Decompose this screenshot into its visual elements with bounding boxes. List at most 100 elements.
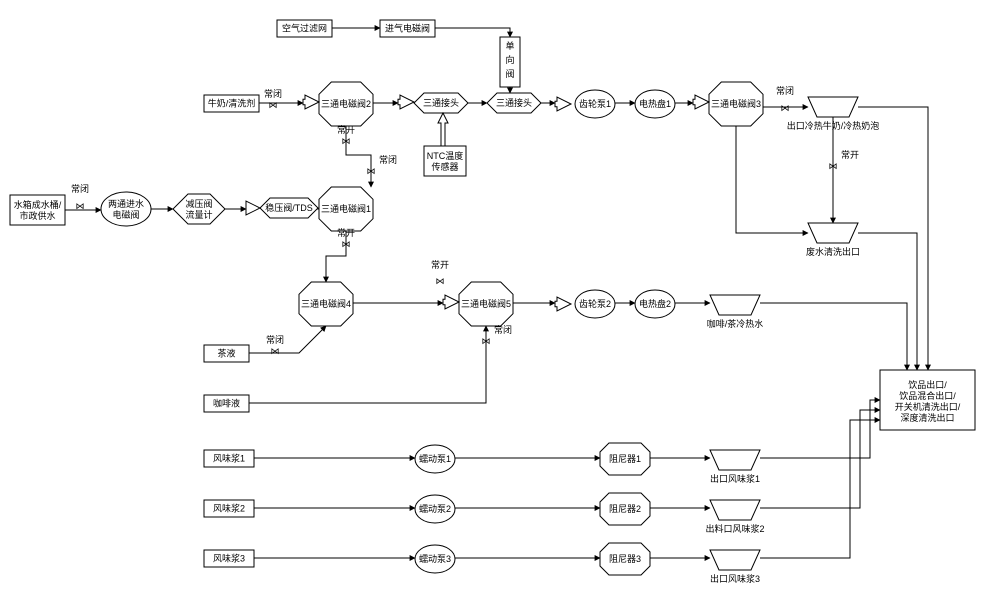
flow-edge [858, 233, 917, 370]
svg-text:两通进水: 两通进水 [108, 198, 144, 209]
arrow-connector [555, 297, 571, 311]
svg-text:流量计: 流量计 [185, 209, 212, 220]
svg-text:阻尼器3: 阻尼器3 [609, 554, 641, 564]
milk_src: 牛奶/清洗剂 [204, 95, 259, 112]
svg-text:常开: 常开 [337, 124, 355, 135]
arrow-connector [555, 97, 571, 111]
svg-text:电热盘1: 电热盘1 [639, 98, 671, 109]
dam1: 阻尼器1 [600, 443, 650, 475]
svg-text:齿轮泵1: 齿轮泵1 [579, 98, 611, 109]
valve-mark: ⋈ 常闭 [71, 183, 89, 211]
svg-text:减压阀: 减压阀 [185, 198, 212, 209]
svg-text:⋈: ⋈ [269, 100, 278, 110]
valve-mark: ⋈常闭 [264, 88, 282, 110]
arrow-connector [303, 95, 319, 109]
svg-text:⋈: ⋈ [829, 161, 838, 171]
tee2: 三通接头 [487, 93, 541, 113]
tea_src: 茶液 [204, 345, 249, 362]
dam2: 阻尼器2 [600, 493, 650, 525]
svg-text:电磁阀: 电磁阀 [112, 209, 139, 220]
sv2: 三通电磁阀2 [319, 82, 373, 126]
out_milk: 出口冷热牛奶/冷热奶泡 [787, 97, 880, 131]
reducer: 减压阀流量计 [173, 194, 225, 224]
valve-mark: ⋈ 常闭 [776, 85, 794, 113]
svg-text:⋈: ⋈ [342, 239, 351, 249]
heat2: 电热盘2 [635, 290, 675, 318]
svg-text:电热盘2: 电热盘2 [639, 298, 671, 309]
sv3: 三通电磁阀3 [709, 82, 763, 126]
svg-text:常闭: 常闭 [776, 85, 794, 96]
svg-text:深度清洗出口: 深度清洗出口 [900, 412, 954, 423]
ntc: NTC温度传感器 [424, 146, 466, 176]
svg-text:常开: 常开 [337, 227, 355, 238]
svg-text:废水清洗出口: 废水清洗出口 [806, 246, 860, 257]
check_valve: 单向阀 [500, 37, 520, 87]
arrow-connector [246, 201, 260, 215]
svg-text:阻尼器2: 阻尼器2 [609, 504, 641, 514]
svg-text:向: 向 [505, 54, 514, 65]
svg-text:牛奶/清洗剂: 牛奶/清洗剂 [208, 98, 256, 109]
svg-text:⋈: ⋈ [76, 201, 85, 211]
flv2: 风味浆2 [204, 500, 254, 517]
flow-edge [760, 400, 880, 458]
outf1: 出口风味浆1 [710, 450, 760, 484]
svg-text:三通电磁阀4: 三通电磁阀4 [301, 298, 351, 309]
flow-edge [760, 410, 880, 508]
svg-text:单: 单 [505, 40, 514, 51]
arrow-connector [438, 113, 448, 146]
svg-text:常闭: 常闭 [494, 324, 512, 335]
sv5: 三通电磁阀5 [459, 282, 513, 326]
arrow-connector [693, 95, 709, 109]
svg-text:常开: 常开 [841, 149, 859, 160]
svg-text:风味浆3: 风味浆3 [213, 553, 245, 564]
per3: 蠕动泵3 [415, 545, 455, 573]
flow-diagram: 空气过滤网进气电磁阀单向阀牛奶/清洗剂三通电磁阀2三通接头三通接头齿轮泵1电热盘… [0, 0, 1000, 599]
gear1: 齿轮泵1 [575, 90, 615, 118]
svg-text:常闭: 常闭 [71, 183, 89, 194]
svg-text:开关机清洗出口/: 开关机清洗出口/ [895, 401, 961, 412]
stab: 稳压阀/TDS [260, 198, 318, 218]
svg-text:蠕动泵3: 蠕动泵3 [419, 554, 451, 564]
svg-text:⋈: ⋈ [482, 336, 491, 346]
waste_out: 废水清洗出口 [806, 223, 860, 257]
svg-text:⋈: ⋈ [342, 136, 351, 146]
svg-text:⋈: ⋈ [271, 346, 280, 356]
svg-text:饮品出口/: 饮品出口/ [908, 379, 947, 390]
svg-text:三通电磁阀3: 三通电磁阀3 [711, 98, 761, 109]
svg-text:常闭: 常闭 [264, 88, 282, 99]
per1: 蠕动泵1 [415, 445, 455, 473]
svg-text:⋈: ⋈ [436, 276, 445, 286]
heat1: 电热盘1 [635, 90, 675, 118]
sv4: 三通电磁阀4 [299, 282, 353, 326]
flow-edge [249, 326, 486, 403]
flv3: 风味浆3 [204, 550, 254, 567]
svg-text:常闭: 常闭 [379, 154, 397, 165]
svg-text:咖啡/茶冷热水: 咖啡/茶冷热水 [707, 318, 764, 329]
svg-text:饮品混合出口/: 饮品混合出口/ [899, 390, 956, 401]
svg-text:⋈: ⋈ [781, 103, 790, 113]
svg-text:出口风味浆1: 出口风味浆1 [710, 473, 760, 484]
svg-text:三通电磁阀2: 三通电磁阀2 [321, 98, 371, 109]
flow-edge [736, 126, 808, 233]
out_coffee: 咖啡/茶冷热水 [707, 295, 764, 329]
svg-text:水箱成水桶/: 水箱成水桶/ [14, 199, 62, 210]
svg-text:风味浆1: 风味浆1 [213, 453, 245, 464]
svg-text:风味浆2: 风味浆2 [213, 503, 245, 514]
arrow-connector [398, 95, 414, 109]
svg-text:三通电磁阀5: 三通电磁阀5 [461, 298, 511, 309]
dam3: 阻尼器3 [600, 543, 650, 575]
flow-edge [435, 28, 510, 37]
flv1: 风味浆1 [204, 450, 254, 467]
two_way: 两通进水电磁阀 [101, 192, 151, 226]
svg-text:市政供水: 市政供水 [19, 210, 55, 221]
outf3: 出口风味浆3 [710, 550, 760, 584]
coffee_src: 咖啡液 [204, 395, 249, 412]
svg-text:三通接头: 三通接头 [423, 97, 459, 108]
svg-text:常闭: 常闭 [266, 334, 284, 345]
svg-text:出口冷热牛奶/冷热奶泡: 出口冷热牛奶/冷热奶泡 [787, 120, 880, 131]
water_src: 水箱成水桶/市政供水 [10, 195, 65, 225]
outf2: 出料口风味浆2 [705, 500, 764, 534]
svg-text:咖啡液: 咖啡液 [213, 398, 240, 409]
flow-edge [760, 420, 880, 558]
flow-edge [760, 303, 907, 370]
